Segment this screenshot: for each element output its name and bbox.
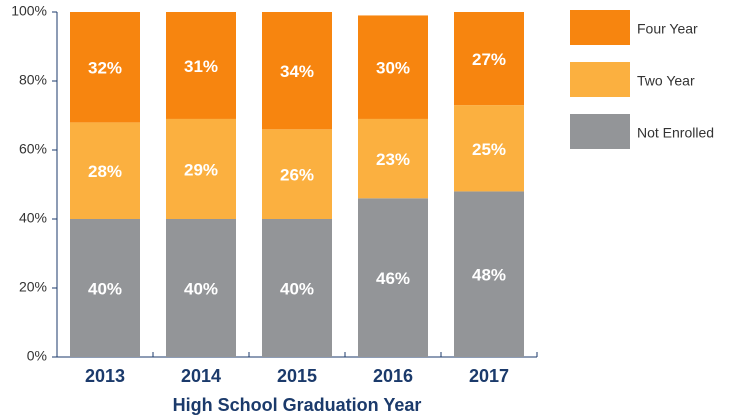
x-tick-label: 2014: [181, 366, 221, 386]
bar-segment: [454, 105, 524, 192]
legend-label: Two Year: [637, 73, 695, 89]
data-label: 29%: [184, 160, 218, 179]
data-label: 31%: [184, 57, 218, 76]
bar-segment: [454, 12, 524, 106]
bar-segment: [358, 198, 428, 357]
bar-segment: [358, 15, 428, 119]
bar-segment: [454, 191, 524, 357]
bar-segment: [166, 118, 236, 219]
x-tick-label: 2013: [85, 366, 125, 386]
data-label: 30%: [376, 59, 410, 78]
data-label: 40%: [88, 279, 122, 298]
y-tick-label: 100%: [11, 3, 47, 19]
data-label: 28%: [88, 162, 122, 181]
data-label: 25%: [472, 140, 506, 159]
data-label: 40%: [184, 279, 218, 298]
bar-segment: [166, 219, 236, 357]
bar-segment: [262, 129, 332, 219]
y-tick-label: 0%: [27, 348, 47, 364]
data-label: 34%: [280, 62, 314, 81]
legend-label: Not Enrolled: [637, 125, 714, 141]
data-label: 26%: [280, 166, 314, 185]
legend-swatch: [570, 62, 630, 97]
data-label: 23%: [376, 150, 410, 169]
bar-segment: [262, 219, 332, 357]
bar-segment: [70, 12, 140, 123]
legend-swatch: [570, 114, 630, 149]
x-tick-label: 2016: [373, 366, 413, 386]
data-label: 46%: [376, 269, 410, 288]
x-tick-label: 2017: [469, 366, 509, 386]
data-label: 48%: [472, 266, 506, 285]
y-tick-label: 80%: [19, 72, 47, 88]
bar-segment: [262, 12, 332, 130]
y-tick-label: 20%: [19, 279, 47, 295]
y-tick-label: 40%: [19, 210, 47, 226]
bar-segment: [70, 122, 140, 219]
bar-segment: [166, 12, 236, 119]
bar-segment: [358, 118, 428, 199]
y-tick-label: 60%: [19, 141, 47, 157]
legend-label: Four Year: [637, 21, 698, 37]
x-tick-label: 2015: [277, 366, 317, 386]
data-label: 32%: [88, 59, 122, 78]
x-axis-label: High School Graduation Year: [173, 395, 422, 415]
bar-segment: [70, 219, 140, 357]
data-label: 40%: [280, 279, 314, 298]
data-label: 27%: [472, 50, 506, 69]
legend-swatch: [570, 10, 630, 45]
